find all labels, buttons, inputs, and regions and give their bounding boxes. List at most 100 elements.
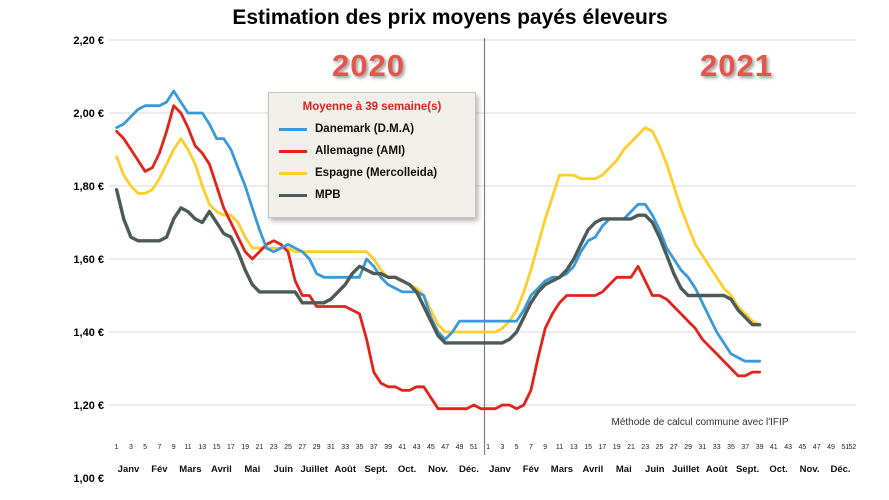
- week-tick-label: 3: [129, 444, 133, 451]
- week-tick-label: 5: [515, 444, 519, 451]
- week-tick-label: 1: [115, 444, 119, 451]
- week-tick-label: 21: [627, 444, 635, 451]
- legend-line-icon: [279, 171, 307, 175]
- week-tick-label: 43: [784, 444, 792, 451]
- month-label: Déc.: [459, 464, 479, 475]
- week-tick-label: 37: [370, 444, 378, 451]
- legend: Moyenne à 39 semaine(s) Danemark (D.M.A)…: [268, 92, 476, 218]
- week-tick-label: 25: [284, 444, 292, 451]
- legend-line-icon: [279, 149, 307, 153]
- y-axis-label: 1,20 €: [73, 400, 104, 412]
- month-label: Déc.: [830, 464, 850, 475]
- week-tick-label: 13: [570, 444, 578, 451]
- week-tick-label: 39: [756, 444, 764, 451]
- month-label: Juin: [645, 464, 665, 475]
- week-tick-label: 23: [270, 444, 278, 451]
- month-label: Juillet: [300, 464, 328, 475]
- legend-item-label: Allemagne (AMI): [315, 145, 406, 157]
- year-label-2021: 2021: [700, 48, 773, 83]
- legend-item-label: MPB: [315, 189, 341, 201]
- week-tick-label: 19: [241, 444, 249, 451]
- week-tick-label: 19: [613, 444, 621, 451]
- legend-item-allemagne: Allemagne (AMI): [279, 145, 465, 157]
- legend-item-espagne: Espagne (Mercolleida): [279, 167, 465, 179]
- week-tick-label: 23: [641, 444, 649, 451]
- week-tick-label: 27: [298, 444, 306, 451]
- year-label-2020: 2020: [332, 48, 405, 83]
- month-label: Mai: [244, 464, 260, 475]
- week-tick-label: 43: [413, 444, 421, 451]
- legend-line-icon: [279, 193, 307, 197]
- legend-line-icon: [279, 127, 307, 131]
- week-tick-label: 52: [849, 444, 857, 451]
- legend-items: Danemark (D.M.A) Allemagne (AMI) Espagne (…: [279, 123, 465, 201]
- legend-heading: Moyenne à 39 semaine(s): [302, 101, 442, 113]
- month-label: Fév: [523, 464, 540, 475]
- week-tick-label: 49: [456, 444, 464, 451]
- week-tick-label: 9: [172, 444, 176, 451]
- week-tick-label: 3: [500, 444, 504, 451]
- series-line-allemagne: [115, 104, 761, 411]
- week-tick-label: 21: [256, 444, 264, 451]
- gridlines: [109, 39, 856, 406]
- week-tick-label: 11: [184, 444, 191, 451]
- week-tick-label: 51: [841, 444, 849, 451]
- month-label: Fév: [151, 464, 168, 475]
- week-tick-label: 1: [486, 444, 490, 451]
- week-tick-label: 35: [356, 444, 364, 451]
- week-tick-label: 49: [827, 444, 835, 451]
- week-tick-label: 31: [327, 444, 335, 451]
- week-tick-label: 7: [157, 444, 161, 451]
- week-tick-label: 15: [213, 444, 221, 451]
- series-line-espagne: [115, 126, 761, 334]
- week-tick-label: 45: [799, 444, 807, 451]
- week-tick-label: 15: [584, 444, 592, 451]
- week-tick-label: 47: [441, 444, 449, 451]
- week-tick-label: 51: [470, 444, 478, 451]
- y-axis-label: 1,80 €: [73, 181, 104, 193]
- month-label: Oct.: [769, 464, 787, 475]
- y-axis-label: 1,40 €: [73, 327, 104, 339]
- month-label: Sept.: [736, 464, 759, 475]
- week-tick-label: 39: [384, 444, 392, 451]
- month-label: Mars: [179, 464, 201, 475]
- month-label: Nov.: [428, 464, 448, 475]
- month-label: Août: [706, 464, 728, 475]
- footnote: Méthode de calcul commune avec l'IFIP: [611, 417, 789, 428]
- month-label: Janv: [118, 464, 140, 475]
- y-axis-label: 1,00 €: [73, 473, 104, 485]
- y-axis-label: 2,00 €: [73, 108, 104, 120]
- week-tick-label: 41: [770, 444, 778, 451]
- y-axis-label: 1,60 €: [73, 254, 104, 266]
- x-axis-month-labels: Janv Fév Mars Avril Mai Juin Juillet Août Sept. O…: [118, 464, 851, 475]
- week-tick-label: 5: [143, 444, 147, 451]
- month-label: Mars: [551, 464, 573, 475]
- legend-item-label: Danemark (D.M.A): [315, 123, 415, 135]
- chart-title: Estimation des prix moyens payés éleveur…: [232, 6, 668, 29]
- week-tick-label: 25: [656, 444, 664, 451]
- x-axis-week-labels: 1 3 5 7 9 11 13 15 17 19 21 23 25 27 29 31 33 35 37 39 41 43 4…: [115, 444, 857, 451]
- week-tick-label: 33: [713, 444, 721, 451]
- week-tick-label: 7: [529, 444, 533, 451]
- month-label: Avril: [583, 464, 604, 475]
- week-tick-label: 27: [670, 444, 678, 451]
- month-label: Juillet: [672, 464, 700, 475]
- week-tick-label: 41: [398, 444, 406, 451]
- month-label: Mai: [616, 464, 632, 475]
- month-label: Avril: [211, 464, 232, 475]
- week-tick-label: 35: [727, 444, 735, 451]
- legend-item-danemark: Danemark (D.M.A): [279, 123, 465, 135]
- y-axis-label: 2,20 €: [73, 35, 104, 47]
- week-tick-label: 29: [684, 444, 692, 451]
- week-tick-label: 11: [556, 444, 563, 451]
- week-tick-label: 29: [313, 444, 321, 451]
- week-tick-label: 31: [699, 444, 707, 451]
- week-tick-label: 33: [341, 444, 349, 451]
- legend-item-label: Espagne (Mercolleida): [315, 167, 438, 179]
- month-label: Janv: [489, 464, 511, 475]
- week-tick-label: 17: [227, 444, 235, 451]
- series-line-mpb: [114, 187, 762, 345]
- y-axis-labels: 2,20 € 2,00 € 1,80 € 1,60 € 1,40 € 1,20 € 1,00…: [73, 35, 104, 485]
